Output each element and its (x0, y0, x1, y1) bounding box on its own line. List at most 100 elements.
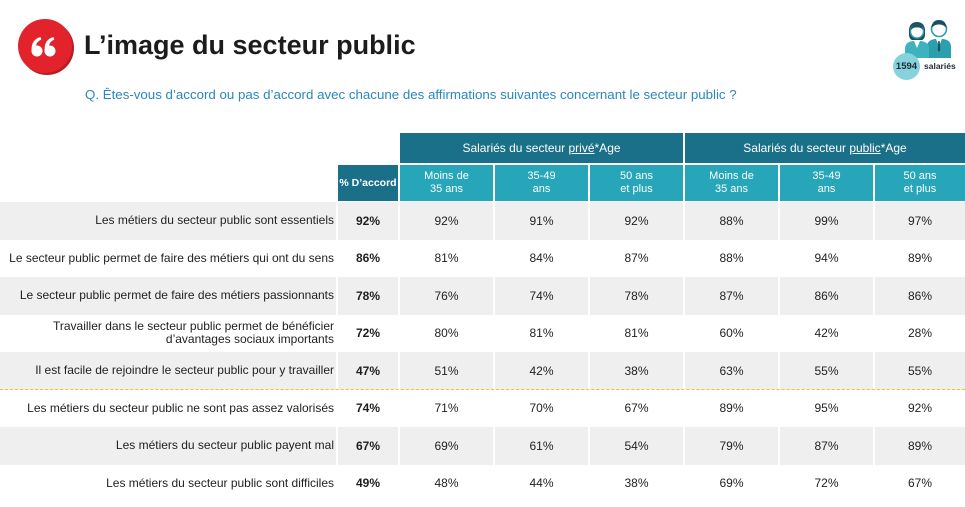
group-header-private-text: Salariés du secteur privé*Age (462, 141, 620, 155)
table-row: Les métiers du secteur public ne sont pa… (0, 390, 965, 428)
statement-label: Les métiers du secteur public sont essen… (95, 213, 334, 227)
page-title: L’image du secteur public (84, 30, 416, 60)
private-50plus-cell: 81% (624, 326, 649, 341)
age-header-private-35-49: 35-49 ans (495, 165, 588, 201)
table-row: Les métiers du secteur public payent mal… (0, 427, 965, 465)
agree-total-cell: 92% (338, 202, 398, 240)
age-header-text: Moins de 35 ans (424, 170, 469, 195)
age-header-public-50plus: 50 ans et plus (875, 165, 965, 201)
statement-cell: Il est facile de rejoindre le secteur pu… (0, 352, 336, 390)
age-header-private-under35: Moins de 35 ans (400, 165, 493, 201)
people-icon (905, 20, 951, 58)
table-row: Les métiers du secteur public sont diffi… (0, 465, 965, 503)
public-35-49-cell: 72% (814, 476, 839, 491)
statement-cell: Le secteur public permet de faire des mé… (0, 277, 336, 315)
public-under35-cell: 88% (685, 202, 778, 240)
public-50plus-cell: 28% (907, 326, 933, 341)
agree-total-cell: 67% (338, 427, 398, 465)
private-35-49-cell: 74% (495, 277, 588, 315)
agree-total-cell: 49% (355, 476, 381, 491)
agree-total-cell: 72% (355, 326, 381, 341)
statement-label: Les métiers du secteur public ne sont pa… (27, 400, 334, 415)
public-under35-cell: 89% (719, 401, 744, 416)
public-50plus-cell: 92% (907, 401, 933, 416)
statement-label: Le secteur public permet de faire des mé… (19, 288, 334, 302)
private-under35-cell: 76% (400, 277, 493, 315)
private-under35-cell: 71% (434, 401, 459, 416)
public-50plus-cell: 55% (875, 352, 965, 390)
private-under35-cell: 51% (400, 352, 493, 390)
statement-label: Travailler dans le secteur public permet… (52, 318, 334, 347)
private-under35-cell: 48% (434, 476, 459, 491)
private-50plus-cell: 87% (624, 251, 649, 266)
private-35-49-cell: 61% (495, 427, 588, 465)
group-header-prefix: Salariés du secteur (743, 141, 850, 155)
age-header-public-under35: Moins de 35 ans (685, 165, 778, 201)
statement-label: Les métiers du secteur public sont diffi… (106, 475, 334, 490)
public-35-49-cell: 42% (814, 326, 839, 341)
group-header-prefix: Salariés du secteur (462, 141, 569, 155)
private-35-49-cell: 42% (495, 352, 588, 390)
statement-cell: Travailler dans le secteur public permet… (0, 315, 336, 353)
public-35-49-cell: 87% (780, 427, 873, 465)
group-header-public-text: Salariés du secteur public*Age (743, 141, 906, 155)
private-35-49-cell: 70% (529, 401, 554, 416)
agree-total-cell: 86% (355, 251, 381, 266)
survey-question: Q. Êtes-vous d’accord ou pas d’accord av… (85, 87, 737, 102)
table-row: Travailler dans le secteur public permet… (0, 315, 965, 353)
quote-icon (18, 19, 74, 75)
public-35-49-cell: 95% (814, 401, 839, 416)
table-row: Il est facile de rejoindre le secteur pu… (0, 352, 965, 390)
public-50plus-cell: 97% (875, 202, 965, 240)
private-35-49-cell: 81% (529, 326, 554, 341)
private-35-49-cell: 44% (529, 476, 554, 491)
group-header-private: Salariés du secteur privé*Age (400, 133, 683, 163)
age-header-private-50plus: 50 ans et plus (590, 165, 683, 201)
public-50plus-cell: 89% (907, 251, 933, 266)
statement-label: Les métiers du secteur public payent mal (115, 438, 334, 452)
table-row: Le secteur public permet de faire des mé… (0, 277, 965, 315)
age-header-text: 35-49 ans (812, 170, 841, 195)
private-under35-cell: 80% (434, 326, 459, 341)
agree-total-cell: 74% (355, 401, 381, 416)
age-header-text: 50 ans et plus (903, 170, 937, 195)
private-50plus-cell: 78% (590, 277, 683, 315)
private-50plus-cell: 38% (590, 352, 683, 390)
public-under35-cell: 87% (685, 277, 778, 315)
agree-total-cell: 78% (338, 277, 398, 315)
public-under35-cell: 79% (685, 427, 778, 465)
private-50plus-cell: 92% (590, 202, 683, 240)
age-header-text: 35-49 ans (527, 170, 556, 195)
group-header-suffix: *Age (880, 141, 907, 155)
public-under35-cell: 63% (685, 352, 778, 390)
group-header-suffix: *Age (594, 141, 621, 155)
agree-total-header: % D’accord (338, 165, 398, 201)
group-header-emphasis: public (849, 141, 881, 155)
age-header-public-35-49: 35-49 ans (780, 165, 873, 201)
section-divider (0, 389, 965, 390)
public-50plus-cell: 89% (875, 427, 965, 465)
agree-total-header-text: % D’accord (339, 176, 397, 189)
respondent-count-badge: 1594 (893, 53, 920, 80)
public-35-49-cell: 99% (780, 202, 873, 240)
statement-label: Il est facile de rejoindre le secteur pu… (35, 363, 334, 377)
private-50plus-cell: 67% (624, 401, 649, 416)
private-35-49-cell: 84% (529, 251, 554, 266)
statement-cell: Les métiers du secteur public sont diffi… (0, 465, 336, 503)
private-35-49-cell: 91% (495, 202, 588, 240)
private-50plus-cell: 38% (624, 476, 649, 491)
age-header-text: 50 ans et plus (619, 170, 654, 195)
statement-cell: Les métiers du secteur public sont essen… (0, 202, 336, 240)
respondent-count: 1594 (895, 61, 918, 72)
statement-cell: Les métiers du secteur public ne sont pa… (0, 390, 336, 428)
public-35-49-cell: 86% (780, 277, 873, 315)
group-header-emphasis: privé (568, 141, 595, 155)
public-under35-cell: 69% (719, 476, 744, 491)
statement-cell: Le secteur public permet de faire des mé… (0, 240, 336, 278)
public-50plus-cell: 67% (907, 476, 933, 491)
public-35-49-cell: 55% (780, 352, 873, 390)
agree-total-cell: 47% (338, 352, 398, 390)
public-50plus-cell: 86% (875, 277, 965, 315)
private-under35-cell: 69% (400, 427, 493, 465)
private-50plus-cell: 54% (590, 427, 683, 465)
